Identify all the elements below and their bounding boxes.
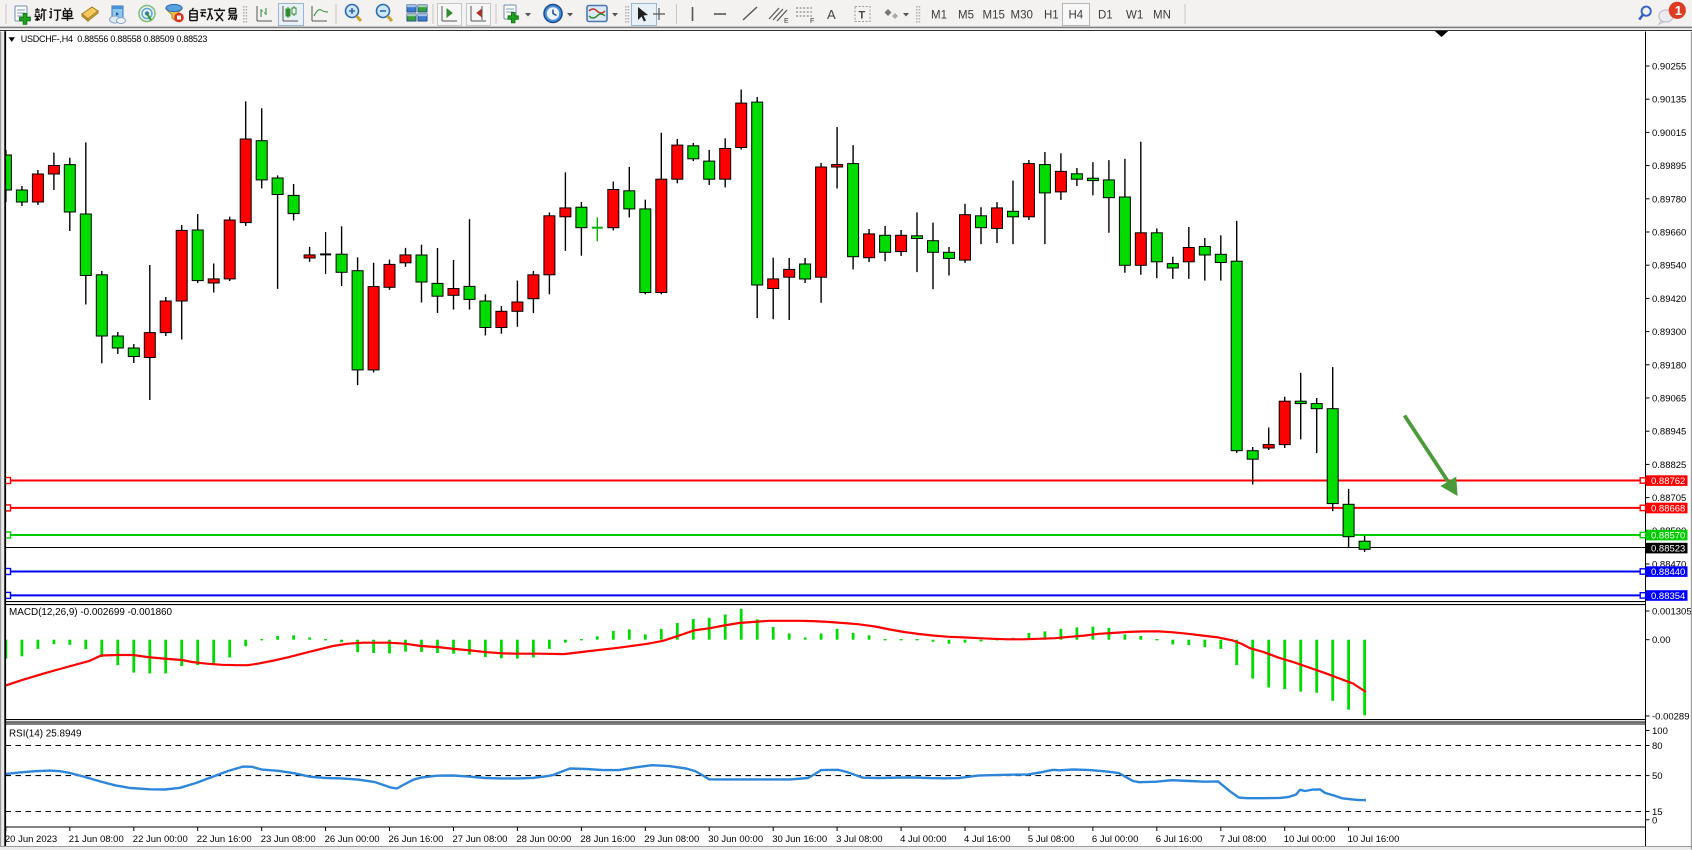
svg-text:23 Jun 08:00: 23 Jun 08:00 <box>261 834 316 845</box>
svg-text:MACD(12,26,9) -0.002699 -0.001: MACD(12,26,9) -0.002699 -0.001860 <box>9 607 173 618</box>
svg-text:0.88668: 0.88668 <box>1651 503 1685 514</box>
svg-text:E: E <box>784 18 789 25</box>
svg-text:0.89180: 0.89180 <box>1652 360 1686 371</box>
svg-text:0.89420: 0.89420 <box>1652 294 1686 305</box>
svg-text:MN: MN <box>1153 10 1171 22</box>
svg-text:4 Jul 16:00: 4 Jul 16:00 <box>964 834 1010 845</box>
svg-text:USDCHF-,H4 0.88556 0.88558 0.: USDCHF-,H4 0.88556 0.88558 0.88509 0.885… <box>21 34 208 44</box>
svg-text:0.00: 0.00 <box>1652 635 1671 646</box>
svg-text:0.88470: 0.88470 <box>1652 560 1686 571</box>
svg-text:20 Jun 2023: 20 Jun 2023 <box>5 834 57 845</box>
svg-text:7 Jul 08:00: 7 Jul 08:00 <box>1220 834 1266 845</box>
svg-text:-0.00289: -0.00289 <box>1652 712 1690 723</box>
svg-text:0.90135: 0.90135 <box>1652 95 1686 106</box>
svg-text:26 Jun 16:00: 26 Jun 16:00 <box>389 834 444 845</box>
svg-text:30 Jun 16:00: 30 Jun 16:00 <box>772 834 827 845</box>
svg-text:0.90255: 0.90255 <box>1652 62 1686 73</box>
svg-text:6 Jul 16:00: 6 Jul 16:00 <box>1156 834 1202 845</box>
svg-text:0.88762: 0.88762 <box>1651 476 1685 487</box>
svg-text:A: A <box>827 7 836 22</box>
svg-text:22 Jun 16:00: 22 Jun 16:00 <box>197 834 252 845</box>
svg-text:0.89300: 0.89300 <box>1652 327 1686 338</box>
svg-text:0.88705: 0.88705 <box>1652 493 1686 504</box>
svg-text:M15: M15 <box>983 10 1005 22</box>
svg-text:RSI(14) 25.8949: RSI(14) 25.8949 <box>9 729 82 740</box>
svg-text:T: T <box>859 10 866 22</box>
svg-text:30 Jun 00:00: 30 Jun 00:00 <box>708 834 763 845</box>
svg-text:F: F <box>810 18 814 25</box>
svg-text:80: 80 <box>1652 741 1663 752</box>
svg-text:0.88523: 0.88523 <box>1651 543 1685 554</box>
svg-text:0.90015: 0.90015 <box>1652 128 1686 139</box>
svg-text:0.88570: 0.88570 <box>1651 530 1685 541</box>
svg-text:0.88440: 0.88440 <box>1651 567 1685 578</box>
svg-text:21 Jun 08:00: 21 Jun 08:00 <box>69 834 124 845</box>
svg-text:1: 1 <box>1675 3 1682 18</box>
svg-text:10 Jul 00:00: 10 Jul 00:00 <box>1284 834 1336 845</box>
svg-text:27 Jun 08:00: 27 Jun 08:00 <box>453 834 508 845</box>
svg-text:0.89780: 0.89780 <box>1652 194 1686 205</box>
svg-text:H4: H4 <box>1069 10 1084 22</box>
svg-text:0.89540: 0.89540 <box>1652 261 1686 272</box>
svg-text:50: 50 <box>1652 771 1663 782</box>
svg-text:5 Jul 08:00: 5 Jul 08:00 <box>1028 834 1074 845</box>
svg-text:10 Jul 16:00: 10 Jul 16:00 <box>1348 834 1400 845</box>
svg-text:0.88945: 0.88945 <box>1652 427 1686 438</box>
svg-text:0.88825: 0.88825 <box>1652 460 1686 471</box>
svg-text:D1: D1 <box>1098 10 1113 22</box>
svg-text:W1: W1 <box>1126 10 1143 22</box>
svg-text:100: 100 <box>1652 726 1668 737</box>
svg-text:M5: M5 <box>958 10 974 22</box>
svg-text:0: 0 <box>1652 815 1657 826</box>
svg-text:3 Jul 08:00: 3 Jul 08:00 <box>836 834 882 845</box>
svg-text:0.88354: 0.88354 <box>1651 591 1685 602</box>
svg-text:26 Jun 00:00: 26 Jun 00:00 <box>325 834 380 845</box>
svg-text:M1: M1 <box>931 10 947 22</box>
svg-text:0.89065: 0.89065 <box>1652 394 1686 405</box>
svg-text:M30: M30 <box>1011 10 1033 22</box>
svg-text:15: 15 <box>1652 807 1663 818</box>
svg-text:28 Jun 16:00: 28 Jun 16:00 <box>580 834 635 845</box>
svg-text:4 Jul 00:00: 4 Jul 00:00 <box>900 834 946 845</box>
svg-text:22 Jun 00:00: 22 Jun 00:00 <box>133 834 188 845</box>
svg-text:29 Jun 08:00: 29 Jun 08:00 <box>644 834 699 845</box>
svg-text:0.89660: 0.89660 <box>1652 228 1686 239</box>
svg-text:28 Jun 00:00: 28 Jun 00:00 <box>516 834 571 845</box>
svg-text:0.001305: 0.001305 <box>1652 607 1692 618</box>
svg-text:6 Jul 00:00: 6 Jul 00:00 <box>1092 834 1138 845</box>
svg-text:0.89895: 0.89895 <box>1652 161 1686 172</box>
svg-text:H1: H1 <box>1044 10 1059 22</box>
